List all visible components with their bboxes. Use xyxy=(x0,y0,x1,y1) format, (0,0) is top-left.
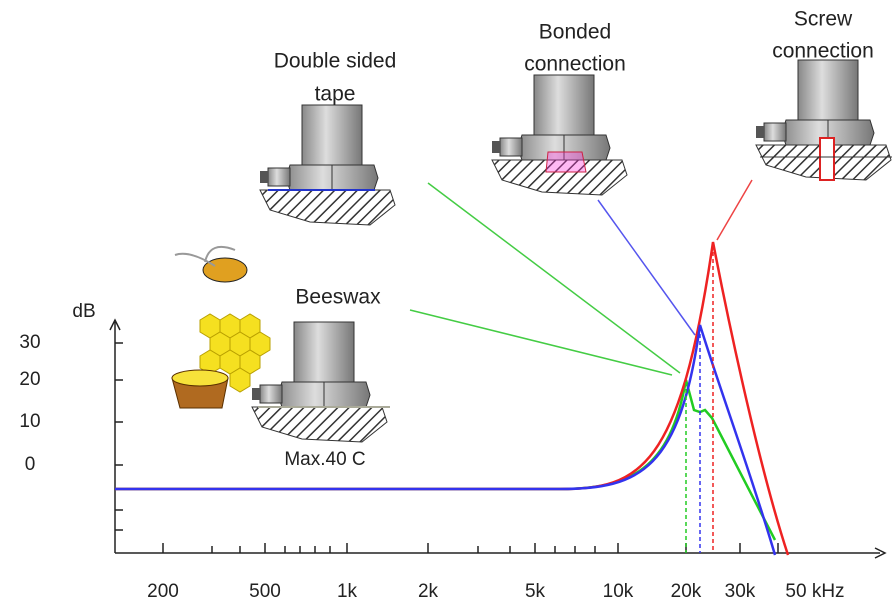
beeswax-sensor xyxy=(251,321,388,443)
y-axis-label: dB xyxy=(72,301,95,322)
x-tick-label: 30k xyxy=(725,581,756,602)
illustrations xyxy=(171,59,892,443)
tape-sensor xyxy=(259,104,396,226)
label: tape xyxy=(315,83,356,106)
labels: Double sided tape Bonded connection Scre… xyxy=(72,8,873,470)
x-tick-label: 500 xyxy=(249,581,281,602)
label: Bonded xyxy=(539,21,611,44)
y-tick-label: 30 xyxy=(19,332,40,353)
x-tick-label: 1k xyxy=(337,581,358,602)
x-tick-label: 50 kHz xyxy=(785,581,844,602)
bonded-sensor xyxy=(491,74,628,196)
y-tick-label: 10 xyxy=(19,411,40,432)
honeycomb xyxy=(199,313,271,393)
x-tick-label: 200 xyxy=(147,581,179,602)
label: connection xyxy=(524,53,626,76)
label: Max.40 C xyxy=(284,449,365,470)
x-tick-label: 20k xyxy=(671,581,702,602)
y-tick-label: 20 xyxy=(19,369,40,390)
x-tick-label: 2k xyxy=(418,581,439,602)
label: Beeswax xyxy=(295,286,381,309)
tick-labels: 30 20 10 0 200 500 1k 2k 5k 10k 20k 30k 50 kHz xyxy=(19,332,844,602)
label: Double sided xyxy=(274,50,397,73)
curves xyxy=(115,179,790,556)
x-tick-label: 10k xyxy=(603,581,634,602)
label: Screw xyxy=(794,8,853,31)
axes xyxy=(109,318,887,559)
label: connection xyxy=(772,40,874,63)
y-tick-label: 0 xyxy=(25,454,36,475)
x-tick-label: 5k xyxy=(525,581,546,602)
